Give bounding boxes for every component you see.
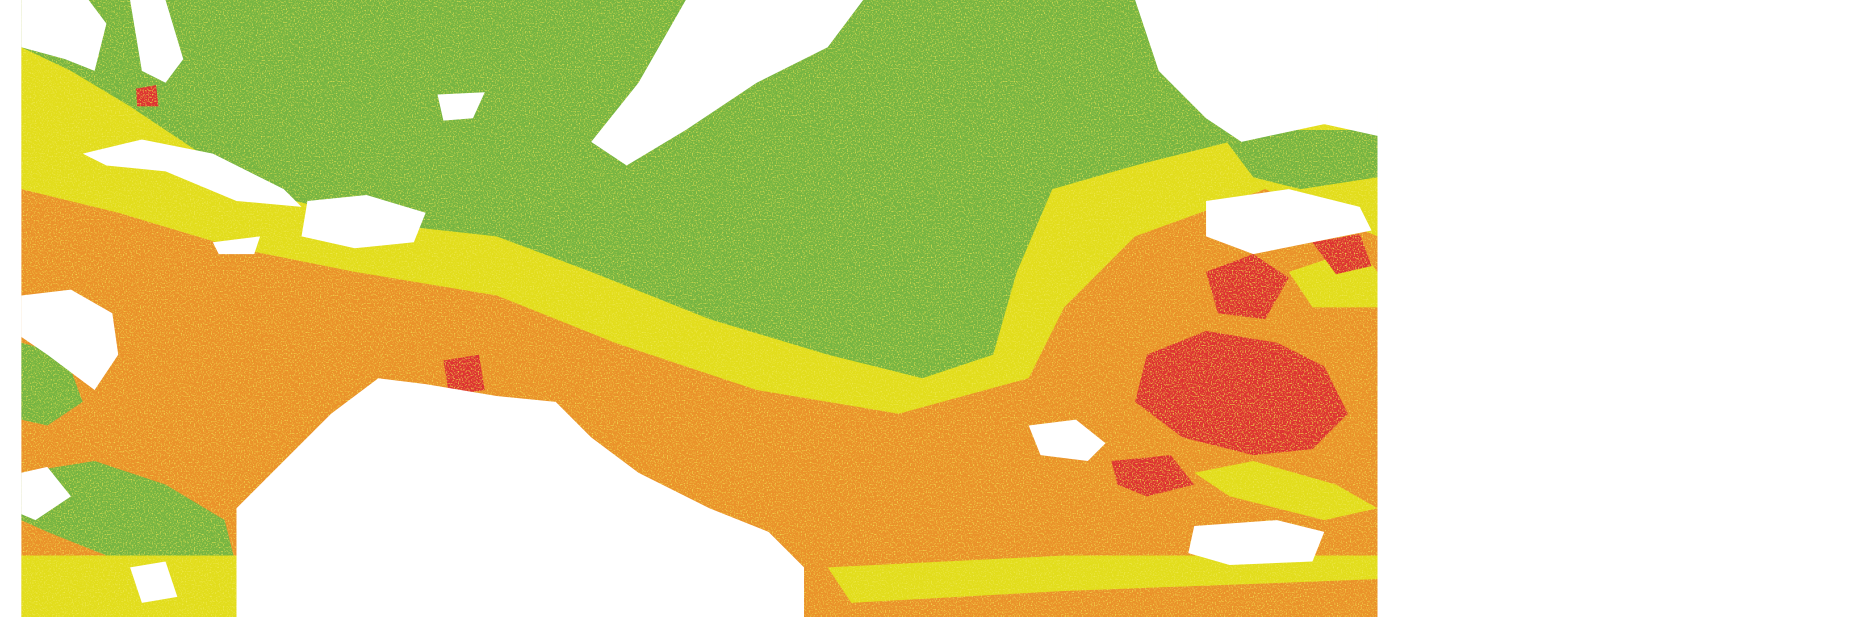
nodata-area bbox=[130, 0, 184, 83]
nodata-area bbox=[301, 195, 426, 249]
red-class-region bbox=[1312, 234, 1372, 275]
red-class-region bbox=[443, 354, 485, 396]
nodata-area bbox=[1206, 189, 1372, 255]
nodata-area bbox=[236, 378, 805, 617]
yellow-class-region bbox=[21, 555, 237, 617]
red-class-region bbox=[1135, 330, 1348, 456]
nodata-area bbox=[212, 236, 261, 255]
yellow-class-region bbox=[827, 555, 1378, 603]
nodata-area bbox=[1188, 520, 1325, 565]
nodata-area bbox=[21, 0, 107, 71]
nodata-area bbox=[21, 289, 119, 391]
nodata-area bbox=[21, 466, 71, 521]
nodata-area bbox=[130, 561, 178, 603]
nodata-area bbox=[591, 0, 864, 166]
nodata-area bbox=[82, 139, 302, 207]
yellow-class-region bbox=[1194, 460, 1378, 521]
nodata-area bbox=[437, 92, 485, 121]
nodata-areas bbox=[21, 0, 1378, 617]
red-class-region bbox=[1206, 254, 1289, 320]
red-class-region bbox=[135, 85, 159, 107]
nodata-area bbox=[1135, 0, 1378, 142]
green-class-region bbox=[1217, 130, 1378, 190]
red-class-region bbox=[1111, 455, 1195, 497]
nodata-area bbox=[1028, 419, 1106, 461]
green-class-region bbox=[21, 0, 1230, 379]
